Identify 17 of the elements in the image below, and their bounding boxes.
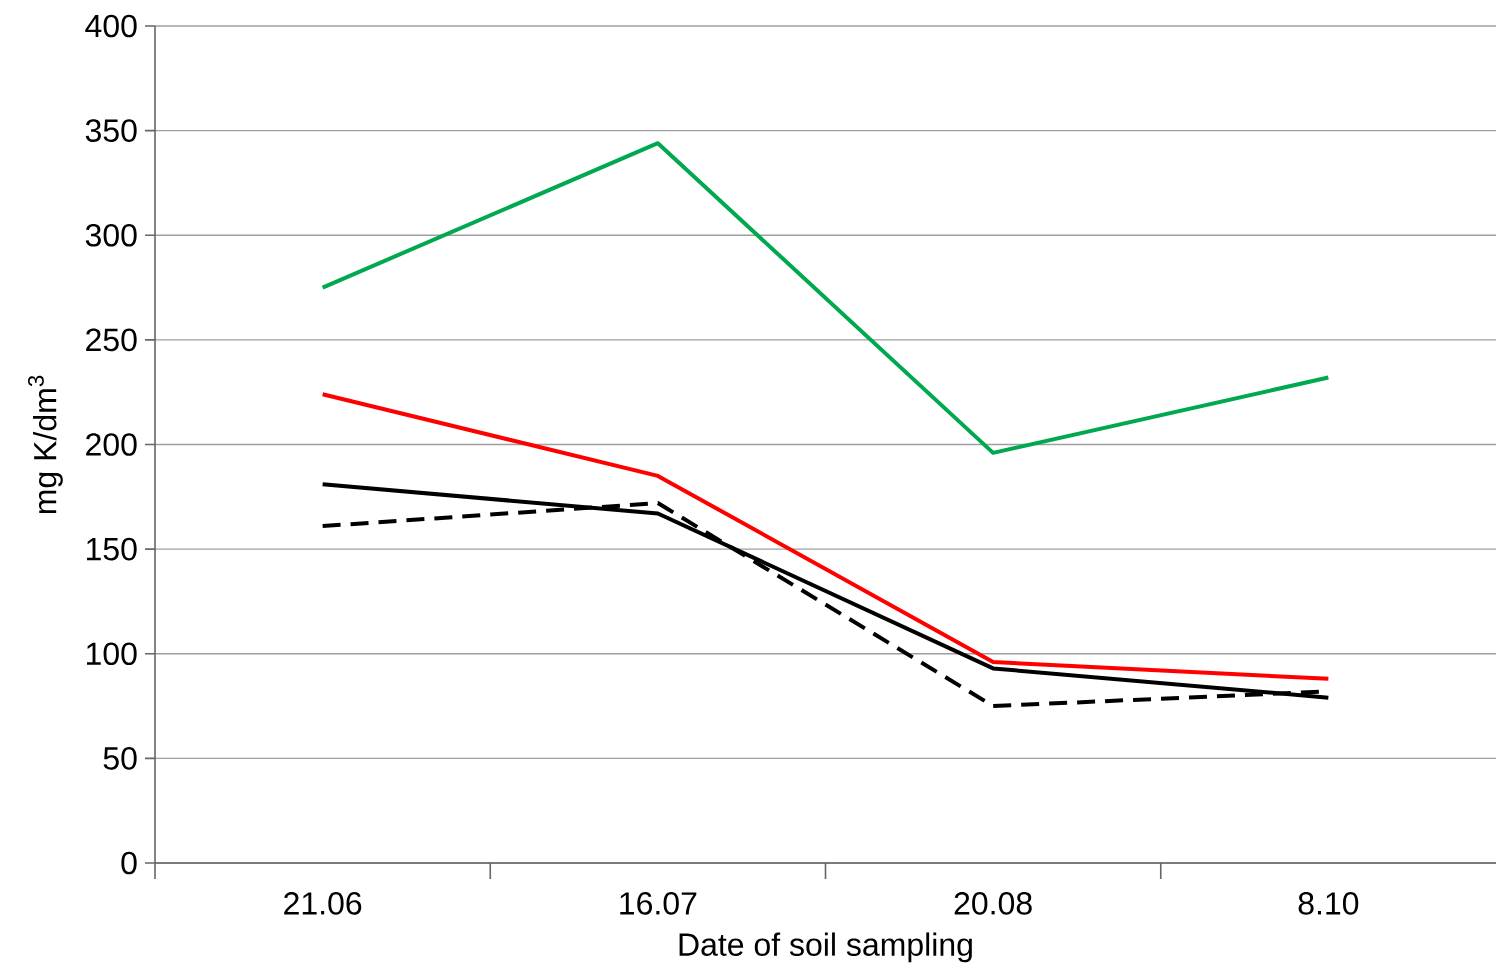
y-tick-label: 150 bbox=[87, 537, 137, 561]
line-series bbox=[320, 141, 1331, 455]
y-tick-label: 300 bbox=[85, 223, 137, 247]
x-tick-label: 8.10 bbox=[1298, 892, 1359, 915]
line-series bbox=[320, 392, 1331, 681]
y-tick-label: 200 bbox=[86, 433, 137, 456]
x-tick-label: 21.06 bbox=[284, 892, 362, 915]
y-tick-label: 100 bbox=[87, 642, 137, 666]
y-axis-title: mg K/dm$^{3}$ bbox=[27, 375, 63, 514]
y-tick-label: 250 bbox=[86, 328, 137, 352]
y-tick-label: 0 bbox=[121, 851, 137, 875]
x-axis-title: Date of soil sampling bbox=[679, 932, 972, 963]
y-tick-label: 350 bbox=[85, 119, 137, 142]
x-tick-label: 20.08 bbox=[954, 892, 1032, 915]
x-tick-label: 16.07 bbox=[620, 892, 697, 915]
y-tick-label: 400 bbox=[85, 14, 137, 38]
y-tick-label: 50 bbox=[103, 747, 137, 770]
